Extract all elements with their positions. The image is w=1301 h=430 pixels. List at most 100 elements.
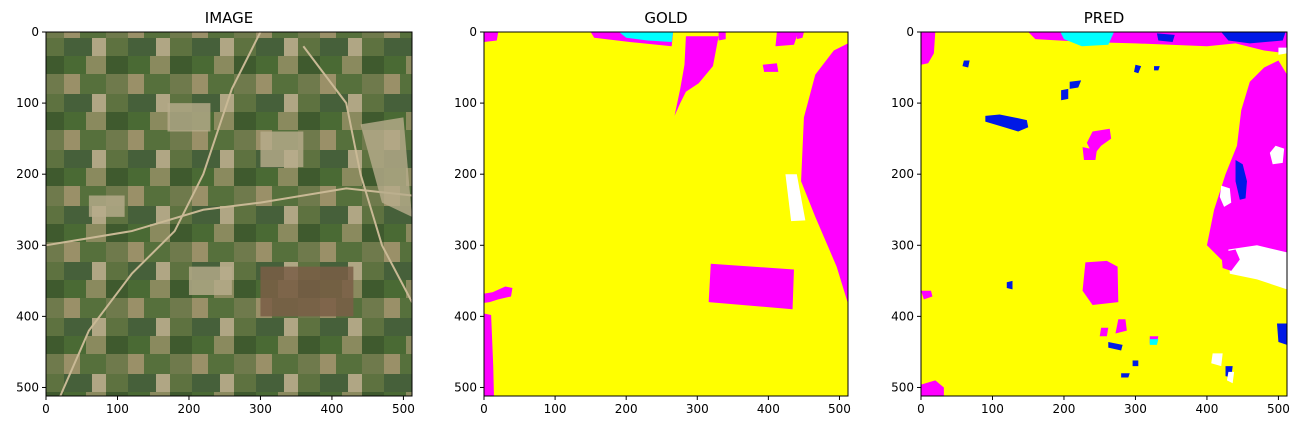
y-tick-label: 300	[16, 238, 39, 252]
x-tick-label: 500	[392, 402, 415, 416]
region-cyan	[1149, 339, 1159, 345]
region-magenta	[1099, 327, 1109, 337]
x-tick-label: 500	[1267, 402, 1290, 416]
region-white	[1228, 245, 1287, 290]
region-blue	[1061, 88, 1069, 101]
region-magenta	[1086, 128, 1112, 153]
x-tick-label: 400	[757, 402, 780, 416]
region-magenta	[718, 32, 726, 41]
y-tick-label: 400	[454, 309, 477, 323]
region-magenta	[796, 32, 804, 40]
region-white	[1269, 145, 1285, 165]
region-magenta	[484, 286, 513, 303]
field-patch	[260, 266, 354, 317]
y-tick-label: 400	[891, 309, 914, 323]
region-blue	[1134, 64, 1142, 74]
class-background	[484, 32, 848, 396]
y-tick-label: 100	[454, 96, 477, 110]
x-tick-label: 0	[480, 402, 488, 416]
x-tick-label: 200	[615, 402, 638, 416]
region-white	[1211, 353, 1223, 367]
y-tick-label: 400	[16, 309, 39, 323]
region-magenta	[1115, 319, 1127, 334]
x-tick-label: 500	[828, 402, 851, 416]
x-tick-label: 300	[1124, 402, 1147, 416]
axes-frame	[483, 31, 849, 397]
field-patch	[88, 195, 125, 217]
x-tick-label: 200	[178, 402, 201, 416]
road	[46, 187, 412, 247]
y-tick-label: 0	[31, 25, 39, 39]
region-magenta	[484, 32, 499, 42]
region-blue	[1276, 323, 1287, 345]
river-bank	[302, 45, 412, 303]
field-patch	[260, 131, 304, 168]
region-blue	[1069, 80, 1082, 89]
region-blue	[1235, 159, 1247, 200]
region-white	[1226, 371, 1235, 384]
x-tick-label: 300	[686, 402, 709, 416]
y-tick-label: 300	[454, 238, 477, 252]
region-blue	[1121, 373, 1130, 378]
x-tick-label: 0	[42, 402, 50, 416]
region-magenta	[762, 63, 779, 72]
region-white	[785, 174, 806, 222]
region-magenta	[801, 43, 848, 304]
region-white	[1278, 47, 1287, 55]
region-blue	[1006, 280, 1013, 290]
region-magenta	[775, 32, 799, 47]
region-magenta	[484, 313, 494, 396]
x-tick-label: 100	[106, 402, 129, 416]
region-cyan	[619, 32, 674, 42]
x-tick-label: 400	[320, 402, 343, 416]
x-tick-label: 200	[1053, 402, 1076, 416]
region-blue	[985, 114, 1029, 132]
region-magenta	[674, 36, 719, 116]
axes-frame	[920, 31, 1288, 397]
region-magenta	[1082, 147, 1097, 160]
region-blue	[1156, 33, 1175, 42]
x-tick-label: 100	[981, 402, 1004, 416]
region-magenta	[708, 263, 794, 310]
y-tick-label: 300	[891, 238, 914, 252]
region-magenta	[1082, 260, 1119, 305]
region-white	[1219, 185, 1232, 207]
region-magenta	[1206, 60, 1287, 288]
x-tick-label: 300	[249, 402, 272, 416]
panel-title: GOLD	[644, 9, 687, 27]
field-patch	[167, 103, 211, 132]
region-blue	[1221, 32, 1286, 44]
region-blue	[1154, 66, 1160, 71]
y-tick-label: 500	[454, 380, 477, 394]
axes-frame	[45, 31, 413, 397]
y-tick-label: 0	[906, 25, 914, 39]
y-tick-label: 500	[891, 380, 914, 394]
region-magenta	[1221, 249, 1240, 271]
region-magenta	[921, 32, 936, 65]
y-tick-label: 200	[16, 167, 39, 181]
region-cyan	[1060, 32, 1115, 47]
field-patch	[360, 117, 412, 217]
x-tick-label: 0	[917, 402, 925, 416]
y-tick-label: 500	[16, 380, 39, 394]
image-content	[484, 32, 848, 396]
y-tick-label: 200	[454, 167, 477, 181]
y-tick-label: 0	[469, 25, 477, 39]
panel-title: PRED	[1084, 9, 1125, 27]
y-tick-label: 100	[891, 96, 914, 110]
region-blue	[1132, 360, 1139, 367]
region-blue	[1108, 341, 1123, 351]
y-tick-label: 100	[16, 96, 39, 110]
region-blue	[962, 60, 970, 68]
region-magenta	[921, 290, 933, 300]
image-content	[921, 32, 1287, 396]
region-magenta	[921, 380, 944, 396]
y-tick-label: 200	[891, 167, 914, 181]
x-tick-label: 100	[544, 402, 567, 416]
road	[59, 32, 262, 396]
x-tick-label: 400	[1195, 402, 1218, 416]
